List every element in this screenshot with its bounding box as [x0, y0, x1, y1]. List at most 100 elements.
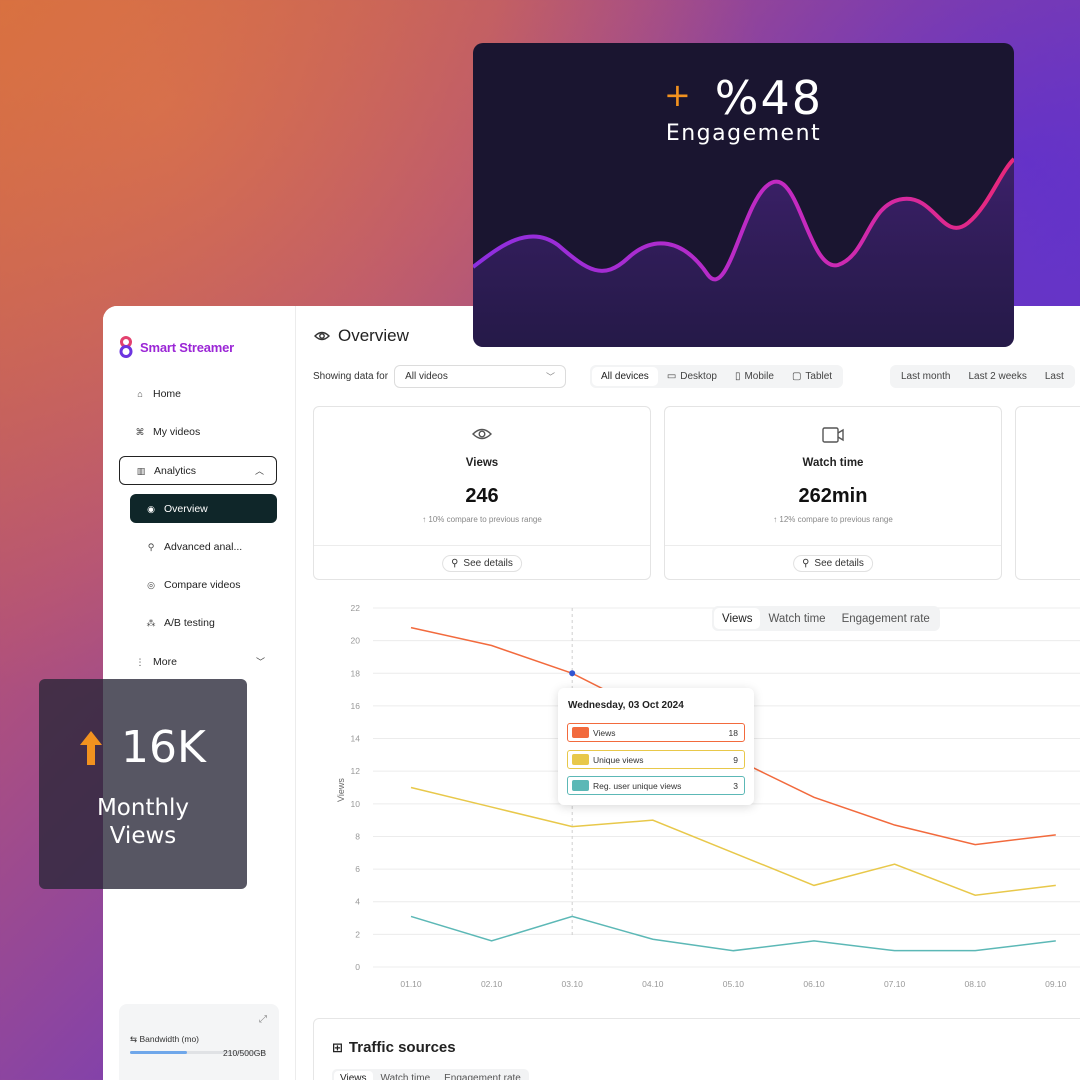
- sidebar-item-my-videos[interactable]: ⌘ My videos: [119, 417, 277, 446]
- device-mobile[interactable]: ▯ Mobile: [726, 367, 783, 386]
- sidebar-item-home[interactable]: ⌂ Home: [119, 379, 277, 408]
- eye-icon: [314, 427, 650, 446]
- chart-tab-watch-time[interactable]: Watch time: [760, 608, 833, 629]
- eye-icon: [314, 331, 330, 341]
- third-card: [1015, 406, 1080, 580]
- watch-time-card: Watch time 262min ↑ 12% compare to previ…: [664, 406, 1002, 580]
- sidebar-item-label: Compare videos: [164, 578, 241, 591]
- device-filter: All devices ▭ Desktop ▯ Mobile ▢ Tablet: [590, 365, 844, 388]
- card-label: Views: [465, 457, 499, 469]
- device-tablet-label: Tablet: [805, 371, 833, 382]
- range-label: Last: [1044, 371, 1064, 382]
- tooltip-row-unique-views: Unique views 9: [567, 750, 745, 769]
- page-title: Overview: [314, 326, 409, 346]
- chart-metric-tabs: Views Watch time Engagement rate: [712, 606, 940, 631]
- traffic-tabs: Views Watch time Engagement rate: [332, 1069, 529, 1080]
- x-tick-label: 02.10: [481, 979, 503, 989]
- engagement-card: + %48 Engagement: [473, 43, 1014, 347]
- chevron-down-icon: ﹀: [546, 372, 556, 382]
- y-tick-label: 18: [351, 668, 361, 678]
- expand-icon[interactable]: ⤢: [259, 1014, 267, 1025]
- y-tick-label: 10: [351, 799, 361, 809]
- traffic-tab-views[interactable]: Views: [334, 1071, 373, 1080]
- video-select-value: All videos: [405, 371, 448, 382]
- range-last[interactable]: Last: [1036, 367, 1073, 386]
- tooltip-row-value: 9: [733, 754, 738, 765]
- y-tick-label: 12: [351, 766, 361, 776]
- traffic-tab-watch-time[interactable]: Watch time: [380, 1073, 431, 1080]
- chevron-down-icon: ﹀: [255, 657, 265, 667]
- tablet-icon: ▢: [791, 371, 802, 382]
- traffic-sources-panel: ⊞ Traffic sources Views Watch time Engag…: [313, 1018, 1080, 1080]
- eye-icon: ◉: [147, 503, 155, 514]
- sidebar-item-label: Home: [153, 387, 182, 400]
- showing-label: Showing data for: [313, 371, 389, 382]
- tooltip-row-label: Unique views: [593, 754, 644, 765]
- mobile-icon: ▯: [734, 371, 741, 382]
- device-desktop-label: Desktop: [680, 371, 717, 382]
- video-select[interactable]: All videos ﹀: [394, 365, 567, 388]
- range-label: Last 2 weeks: [968, 371, 1027, 382]
- y-tick-label: 6: [355, 864, 360, 874]
- page-title-text: Overview: [338, 326, 409, 345]
- card-compare: ↑ 10% compare to previous range: [422, 515, 542, 524]
- y-axis-label: Views: [336, 778, 346, 802]
- range-label: Last month: [901, 371, 951, 382]
- y-tick-label: 0: [355, 962, 360, 972]
- chart-tooltip: Wednesday, 03 Oct 2024 Views 18 Unique v…: [558, 688, 754, 805]
- search-icon: ⚲: [802, 558, 810, 569]
- tooltip-row-value: 18: [728, 727, 738, 738]
- see-details-button[interactable]: ⚲ See details: [442, 555, 522, 572]
- card-value: 262min: [798, 485, 868, 507]
- see-details-button[interactable]: ⚲ See details: [793, 555, 873, 572]
- sidebar-item-advanced-analytics[interactable]: ⚲ Advanced anal...: [130, 532, 277, 561]
- tooltip-row-label: Views: [593, 727, 616, 738]
- sidebar-item-label: More: [153, 655, 177, 668]
- tab-label: Views: [722, 612, 753, 625]
- device-all[interactable]: All devices: [592, 367, 658, 386]
- bandwidth-label: ⇆ Bandwidth (mo): [130, 1034, 200, 1044]
- unique-views-swatch: [572, 754, 589, 765]
- sidebar-item-overview[interactable]: ◉ Overview: [130, 494, 277, 523]
- series-line: [410, 915, 1056, 952]
- range-last-2-weeks[interactable]: Last 2 weeks: [959, 367, 1035, 386]
- more-icon: ⋮: [135, 656, 145, 667]
- traffic-tab-engagement-rate[interactable]: Engagement rate: [444, 1073, 521, 1080]
- monthly-views-card: 16K Monthly Views: [39, 679, 247, 889]
- chart-tab-engagement-rate[interactable]: Engagement rate: [834, 608, 938, 629]
- app-window: Smart Streamer ⌂ Home ⌘ My videos ▥ Anal…: [103, 306, 1080, 1080]
- sidebar-item-compare-videos[interactable]: ◎ Compare videos: [130, 570, 277, 599]
- device-desktop[interactable]: ▭ Desktop: [658, 367, 726, 386]
- y-tick-label: 2: [355, 929, 360, 939]
- divider: [665, 545, 1001, 546]
- device-mobile-label: Mobile: [744, 371, 774, 382]
- tab-label: Watch time: [768, 612, 826, 625]
- tooltip-row-label: Reg. user unique views: [593, 780, 682, 791]
- tooltip-row-value: 3: [733, 780, 738, 791]
- analytics-icon: ▥: [136, 465, 146, 476]
- tooltip-date: Wednesday, 03 Oct 2024: [568, 700, 684, 711]
- reg-user-swatch: [572, 780, 589, 791]
- ab-icon: ⁂: [146, 617, 156, 628]
- sidebar-item-more[interactable]: ⋮ More ﹀: [119, 647, 277, 676]
- range-filter: Last month Last 2 weeks Last: [890, 365, 1075, 388]
- filter-bar: Showing data for All videos ﹀: [313, 365, 567, 388]
- device-tablet[interactable]: ▢ Tablet: [783, 367, 841, 386]
- engagement-label: Engagement: [665, 121, 822, 146]
- divider: [314, 545, 650, 546]
- tooltip-row-views: Views 18: [567, 723, 745, 742]
- sidebar-item-label: Overview: [164, 502, 208, 515]
- card-label: Watch time: [802, 457, 864, 469]
- x-tick-label: 04.10: [642, 979, 664, 989]
- traffic-title-text: Traffic sources: [348, 1039, 456, 1056]
- desktop-icon: ▭: [666, 371, 677, 382]
- sitemap-icon: ⊞: [332, 1039, 343, 1055]
- range-last-month[interactable]: Last month: [892, 367, 959, 386]
- sidebar-item-label: Analytics: [154, 464, 197, 477]
- tooltip-row-reg-user: Reg. user unique views 3: [567, 776, 745, 795]
- chart-tab-views[interactable]: Views: [714, 608, 761, 629]
- x-tick-label: 07.10: [884, 979, 906, 989]
- bandwidth-widget: ⤢ ⇆ Bandwidth (mo) 210/500GB: [119, 1004, 279, 1080]
- sidebar-item-analytics[interactable]: ▥ Analytics ︿: [119, 456, 277, 485]
- sidebar-item-ab-testing[interactable]: ⁂ A/B testing: [130, 608, 277, 637]
